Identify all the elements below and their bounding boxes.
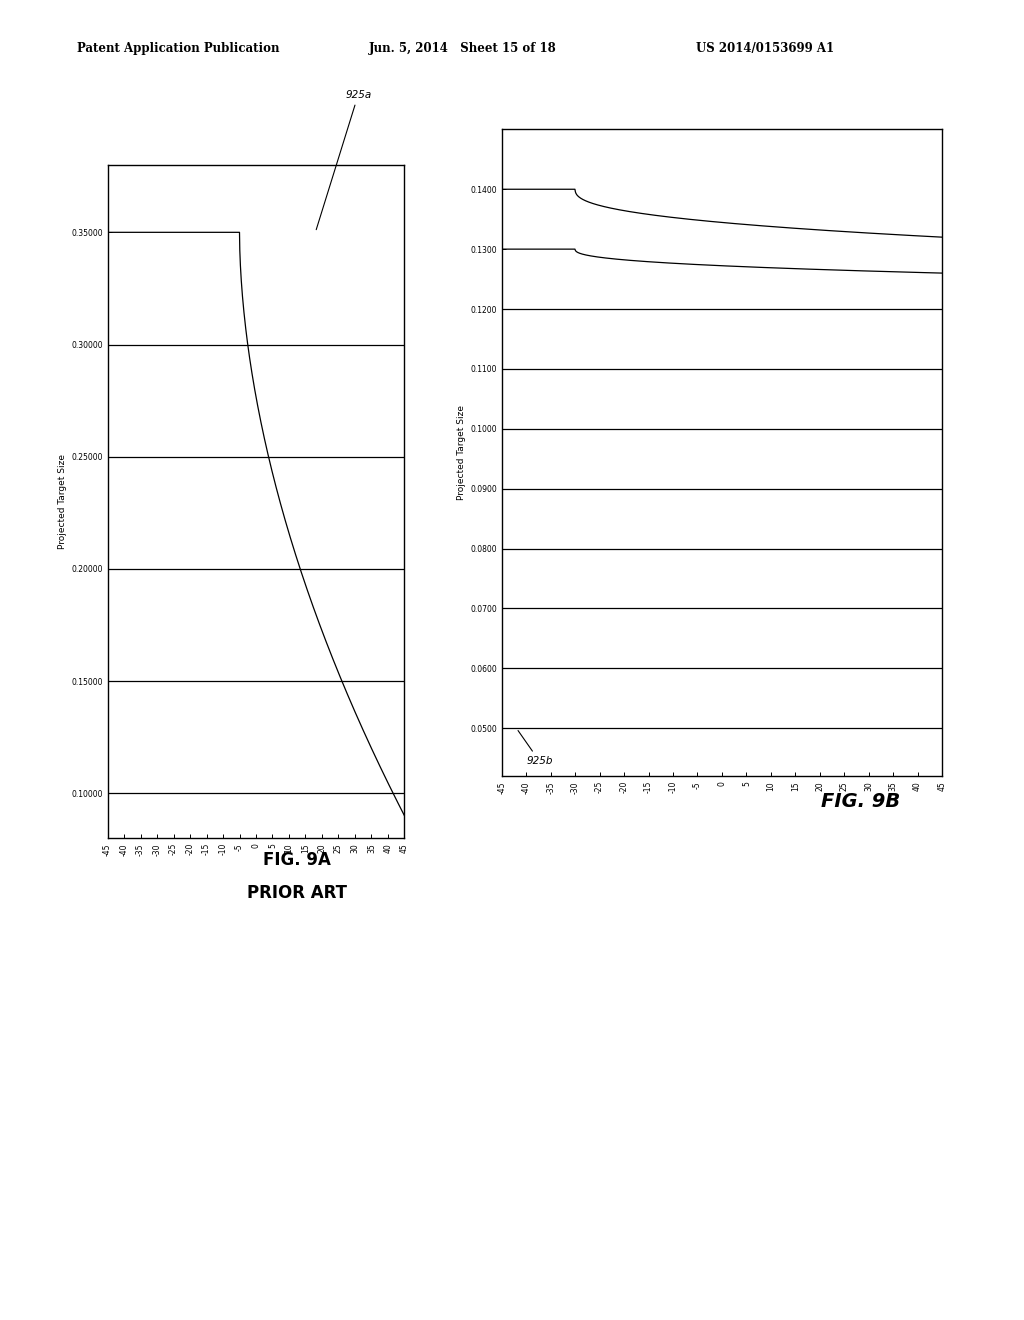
Text: FIG. 9B: FIG. 9B	[820, 792, 900, 810]
Text: Patent Application Publication: Patent Application Publication	[77, 42, 280, 55]
Text: 925b: 925b	[518, 730, 553, 766]
Text: PRIOR ART: PRIOR ART	[247, 884, 347, 903]
Text: FIG. 9A: FIG. 9A	[263, 851, 331, 870]
Y-axis label: Projected Target Size: Projected Target Size	[58, 454, 67, 549]
Text: 925a: 925a	[316, 90, 372, 230]
Text: US 2014/0153699 A1: US 2014/0153699 A1	[696, 42, 835, 55]
Y-axis label: Projected Target Size: Projected Target Size	[457, 405, 466, 500]
Text: Jun. 5, 2014   Sheet 15 of 18: Jun. 5, 2014 Sheet 15 of 18	[369, 42, 556, 55]
